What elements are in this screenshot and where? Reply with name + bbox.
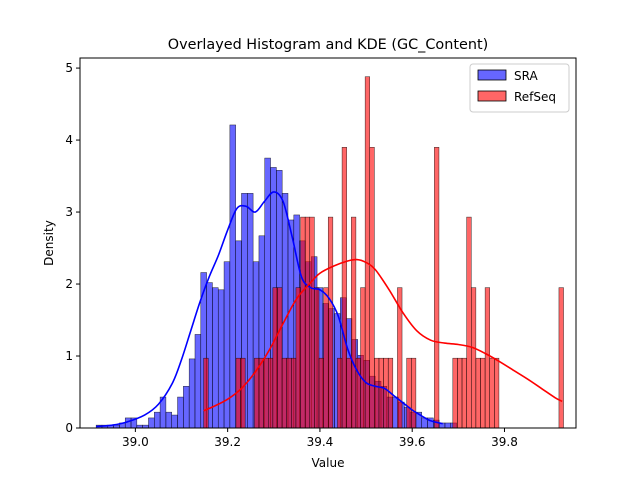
bar-refseq: [314, 287, 320, 429]
x-axis-label: Value: [312, 456, 345, 470]
bar-refseq: [341, 147, 347, 429]
bar-sra: [223, 261, 231, 429]
bar-refseq: [272, 287, 278, 429]
bar-sra: [183, 386, 190, 429]
bar-refseq: [374, 357, 380, 429]
y-axis-label: Density: [42, 220, 56, 266]
bar-refseq: [300, 216, 306, 429]
bar-refseq: [268, 357, 274, 429]
bar-refseq: [484, 287, 490, 429]
bar-refseq: [383, 357, 389, 429]
bar-refseq: [411, 357, 417, 429]
bar-refseq: [457, 357, 463, 429]
bar-sra: [177, 396, 184, 429]
bar-sra: [154, 411, 161, 429]
bar-refseq: [346, 357, 352, 429]
bar-sra: [194, 334, 202, 429]
bar-refseq: [466, 216, 472, 429]
bar-refseq: [461, 357, 467, 429]
bar-refseq: [364, 76, 371, 429]
bar-refseq: [406, 357, 412, 429]
bar-refseq: [304, 216, 311, 429]
bar-sra: [148, 417, 155, 429]
bar-refseq: [471, 287, 477, 429]
bar-refseq: [258, 357, 264, 429]
bar-refseq: [378, 357, 384, 429]
bar-refseq: [351, 216, 357, 429]
y-tick-label: 4: [65, 133, 73, 147]
y-tick-label: 5: [65, 61, 73, 75]
bar-sra: [188, 358, 196, 429]
bar-sra: [165, 411, 172, 429]
bar-refseq: [452, 357, 458, 429]
bar-refseq: [494, 357, 500, 429]
bar-refseq: [291, 357, 297, 429]
y-tick-label: 1: [65, 349, 73, 363]
legend: SRA RefSeq: [469, 63, 570, 113]
kde-curves: [96, 191, 563, 428]
bar-refseq: [277, 287, 283, 429]
bar-refseq: [240, 357, 246, 429]
legend-label-sra: SRA: [514, 69, 538, 83]
bar-refseq: [281, 357, 287, 429]
bar-sra: [229, 124, 236, 429]
x-tick-label: 39.2: [214, 435, 241, 449]
x-tick-label: 39.6: [399, 435, 426, 449]
axes-frame: [79, 57, 577, 429]
bar-refseq: [295, 287, 301, 429]
bar-refseq: [558, 287, 564, 429]
bar-refseq: [360, 287, 366, 429]
bar-refseq: [318, 357, 324, 429]
x-tick-label: 39.4: [307, 435, 334, 449]
bar-refseq: [475, 357, 481, 429]
bar-sra: [217, 289, 225, 429]
y-tick-label: 0: [65, 421, 73, 435]
kde-line-refseq: [203, 258, 563, 412]
x-axis-ticks: 39.0 39.2 39.4 39.6 39.8: [122, 428, 518, 449]
bar-refseq: [203, 357, 209, 429]
bar-refseq: [309, 216, 315, 429]
bar-sra: [444, 422, 452, 429]
bar-refseq: [480, 357, 486, 429]
y-tick-label: 2: [65, 277, 73, 291]
legend-swatch-refseq: [477, 90, 507, 102]
bar-refseq: [327, 216, 334, 429]
legend-label-refseq: RefSeq: [514, 90, 556, 104]
chart-title: Overlayed Histogram and KDE (GC_Content): [168, 37, 488, 53]
legend-swatch-sra: [477, 69, 507, 81]
x-tick-label: 39.0: [122, 435, 149, 449]
y-axis-ticks: 0 1 2 3 4 5: [65, 61, 80, 435]
bar-refseq: [323, 287, 329, 429]
bar-refseq: [489, 357, 495, 429]
bar-refseq: [263, 357, 269, 429]
x-tick-label: 39.8: [491, 435, 518, 449]
bar-refseq: [434, 147, 440, 429]
kde-line-sra: [96, 191, 443, 428]
bar-refseq: [286, 357, 292, 429]
bar-refseq: [337, 357, 343, 429]
y-tick-label: 3: [65, 205, 73, 219]
bar-sra: [247, 193, 254, 429]
bar-sra: [171, 414, 178, 429]
